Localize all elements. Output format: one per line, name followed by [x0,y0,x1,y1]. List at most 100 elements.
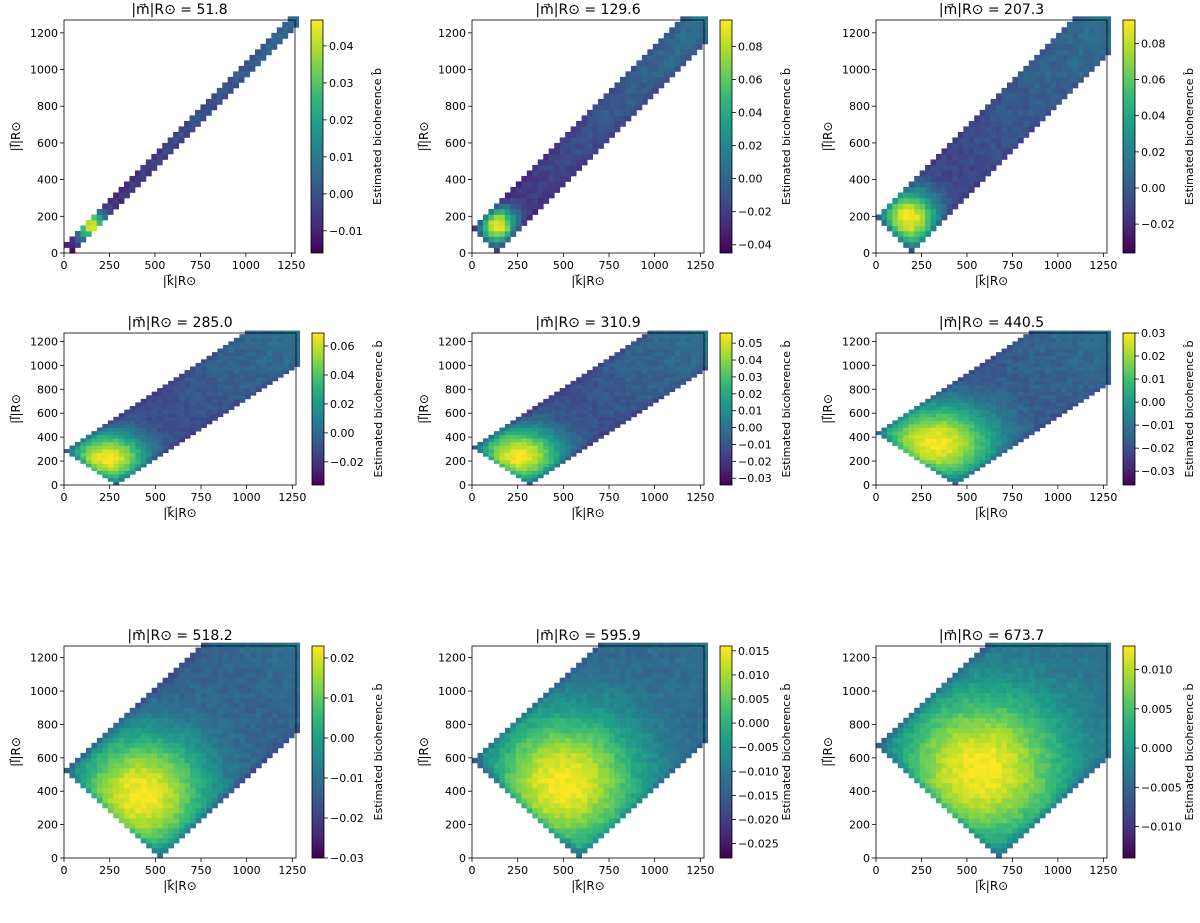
heatmap-cell [526,456,533,461]
heatmap-cell [908,225,915,232]
heatmap-cell [1039,65,1046,72]
heatmap-cell [565,449,572,454]
heatmap-cell [990,402,997,407]
heatmap-cell [941,388,948,393]
heatmap-cell [64,241,70,248]
heatmap-cell [1028,120,1035,127]
heatmap-cell [146,822,153,829]
heatmap-cell [930,409,937,414]
heatmap-cell [1023,104,1030,111]
heatmap-cell [277,362,284,367]
heatmap-cell [173,677,180,684]
heatmap-cell [96,747,103,754]
heatmap-cell [1094,32,1101,39]
colorbar [719,19,733,254]
heatmap-cell [1056,355,1062,360]
heatmap-cell [1072,359,1079,364]
heatmap-cell [244,395,251,400]
heatmap-cell [190,772,196,779]
heatmap-cell [1028,373,1035,378]
heatmap-cell [968,420,975,425]
heatmap-cell [1066,388,1073,393]
heatmap-cell [173,812,180,819]
heatmap-cell [107,802,114,809]
heatmap-cell [504,762,511,769]
heatmap-cell [1061,409,1068,414]
heatmap-cell [1017,416,1024,421]
heatmap-cell [179,807,185,814]
heatmap-cell [652,71,659,78]
heatmap-cell [532,423,539,428]
heatmap-cell [990,137,997,144]
heatmap-cell [499,427,506,432]
heatmap-cell [162,832,169,839]
heatmap-cell [897,219,904,226]
heatmap-cell [936,459,942,464]
heatmap-cell [195,747,202,754]
heatmap-cell [669,377,676,382]
heatmap-cell [658,82,665,89]
heatmap-cell [619,380,626,385]
heatmap-cell [974,427,981,432]
heatmap-cell [211,391,218,396]
heatmap-cell [543,402,550,407]
heatmap-cell [974,170,981,177]
heatmap-cell [288,697,295,704]
heatmap-cell [919,409,926,414]
heatmap-cell [250,384,257,389]
heatmap-cell [129,802,136,809]
heatmap-cell [609,126,615,133]
x-tick-label: 1250 [278,491,306,504]
heatmap-cell [283,692,290,699]
heatmap-cell [146,427,153,432]
heatmap-cell [510,782,517,789]
heatmap-cell [515,767,522,774]
heatmap-cell [609,413,615,418]
heatmap-cell [669,60,676,67]
heatmap-cell [178,137,185,144]
heatmap-cell [107,208,114,215]
heatmap-cell [217,355,224,360]
heatmap-cell [609,98,615,105]
heatmap-cell [1077,76,1084,83]
heatmap-cell [658,344,665,349]
heatmap-cell [244,657,251,664]
heatmap-cell [1017,93,1024,100]
heatmap-cell [685,32,692,39]
heatmap-cell [1061,391,1068,396]
heatmap-cell [897,434,904,439]
heatmap-cell [250,380,257,385]
heatmap-cell [124,802,131,809]
heatmap-cell [206,682,213,689]
heatmap-cell [1045,87,1052,94]
heatmap-cell [85,225,92,232]
heatmap-cell [963,192,970,199]
heatmap-cell [244,697,251,704]
heatmap-cell [1072,384,1079,389]
heatmap-cell [277,697,284,704]
heatmap-cell [941,420,948,425]
heatmap-cell [201,370,207,375]
heatmap-cell [1083,43,1090,50]
heatmap-cell [179,777,185,784]
heatmap-cell [537,449,544,454]
heatmap-cell [184,742,191,749]
x-axis-label: |k⃗|R⊙ [163,879,196,893]
heatmap-cell [1105,377,1112,382]
heatmap-cell [173,702,180,709]
heatmap-cell [250,334,257,339]
heatmap-cell [554,416,561,421]
heatmap-cell [277,732,284,739]
heatmap-cell [936,456,942,461]
heatmap-cell [559,406,566,410]
heatmap-cell [157,431,164,436]
heatmap-cell [261,737,268,744]
heatmap-cell [985,423,991,428]
heatmap-cell [609,131,615,138]
heatmap-cell [91,214,98,221]
heatmap-cell [526,192,533,199]
heatmap-cell [996,438,1002,443]
x-tick-label: 500 [956,259,977,272]
heatmap-cell [288,334,295,339]
heatmap-cell [559,812,566,819]
